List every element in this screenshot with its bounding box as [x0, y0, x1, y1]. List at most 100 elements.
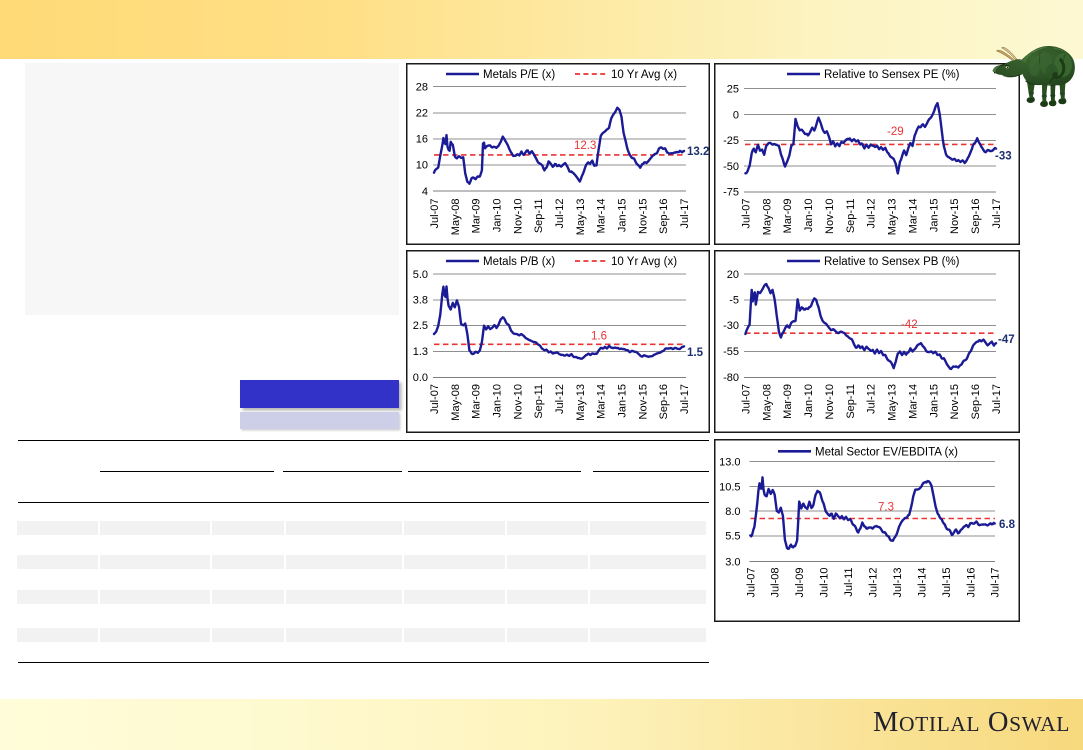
svg-text:28: 28	[416, 81, 428, 93]
svg-text:Jul-09: Jul-09	[794, 568, 806, 598]
svg-text:6.8: 6.8	[999, 519, 1016, 531]
svg-text:1.5: 1.5	[687, 347, 704, 359]
svg-text:May-13: May-13	[887, 199, 899, 236]
svg-text:Jul-12: Jul-12	[554, 199, 566, 229]
svg-text:-29: -29	[887, 126, 904, 138]
svg-text:5.0: 5.0	[413, 269, 428, 281]
svg-text:Sep-16: Sep-16	[970, 199, 982, 234]
svg-text:Sep-11: Sep-11	[845, 384, 857, 419]
svg-text:Jul-17: Jul-17	[991, 199, 1003, 229]
svg-text:Jul-07: Jul-07	[745, 568, 757, 598]
svg-text:10 Yr Avg (x): 10 Yr Avg (x)	[611, 69, 677, 81]
svg-text:Nov-10: Nov-10	[512, 384, 524, 419]
svg-text:Nov-10: Nov-10	[824, 199, 836, 234]
svg-text:Jul-17: Jul-17	[679, 384, 691, 414]
svg-text:22: 22	[416, 108, 428, 120]
svg-text:Mar-14: Mar-14	[596, 199, 608, 234]
svg-text:Sep-11: Sep-11	[533, 384, 545, 419]
svg-text:-50: -50	[723, 161, 739, 173]
svg-text:May-13: May-13	[575, 199, 587, 236]
svg-text:Jul-08: Jul-08	[770, 568, 782, 598]
svg-text:25: 25	[727, 84, 739, 96]
svg-text:Metals P/E (x): Metals P/E (x)	[483, 69, 555, 81]
svg-text:-5: -5	[729, 295, 739, 307]
svg-text:Mar-09: Mar-09	[471, 199, 483, 234]
svg-text:Nov-15: Nov-15	[949, 199, 961, 234]
svg-text:Metal Sector EV/EBDITA (x): Metal Sector EV/EBDITA (x)	[815, 446, 958, 458]
svg-text:5.5: 5.5	[725, 531, 740, 543]
svg-text:Jul-10: Jul-10	[819, 568, 831, 598]
svg-text:May-08: May-08	[761, 384, 773, 421]
svg-text:1.6: 1.6	[591, 331, 607, 343]
svg-text:Jan-15: Jan-15	[617, 384, 629, 418]
svg-text:Jul-12: Jul-12	[554, 384, 566, 414]
svg-text:1.3: 1.3	[413, 346, 428, 358]
svg-text:Jan-10: Jan-10	[803, 384, 815, 418]
svg-text:3.8: 3.8	[413, 295, 428, 307]
svg-text:Jul-13: Jul-13	[892, 568, 904, 598]
svg-text:Jul-07: Jul-07	[740, 199, 752, 229]
svg-text:Mar-09: Mar-09	[782, 199, 794, 234]
svg-text:May-08: May-08	[761, 199, 773, 236]
svg-text:10: 10	[416, 160, 428, 172]
svg-text:7.3: 7.3	[878, 502, 894, 514]
svg-text:16: 16	[416, 134, 428, 146]
svg-text:Nov-15: Nov-15	[949, 384, 961, 419]
svg-text:-75: -75	[723, 187, 739, 199]
svg-text:Jan-10: Jan-10	[492, 199, 504, 233]
svg-text:May-13: May-13	[887, 384, 899, 421]
svg-text:10 Yr Avg (x): 10 Yr Avg (x)	[611, 256, 677, 268]
svg-text:-55: -55	[723, 346, 739, 358]
svg-text:Mar-09: Mar-09	[782, 384, 794, 419]
svg-text:3.0: 3.0	[725, 556, 740, 568]
svg-text:Jul-07: Jul-07	[740, 384, 752, 414]
svg-text:Jul-12: Jul-12	[866, 199, 878, 229]
svg-text:Jul-07: Jul-07	[429, 384, 441, 414]
svg-text:Jul-14: Jul-14	[916, 568, 928, 598]
svg-text:Mar-14: Mar-14	[596, 384, 608, 419]
svg-text:Jul-11: Jul-11	[843, 568, 855, 597]
svg-text:0.0: 0.0	[413, 372, 428, 384]
svg-text:Mar-09: Mar-09	[471, 384, 483, 419]
svg-text:Sep-16: Sep-16	[658, 384, 670, 419]
svg-text:Relative to Sensex PE (%): Relative to Sensex PE (%)	[824, 69, 960, 81]
svg-text:Metals P/B (x): Metals P/B (x)	[483, 256, 555, 268]
svg-text:Jul-12: Jul-12	[868, 568, 880, 598]
svg-text:Jan-15: Jan-15	[617, 199, 629, 233]
svg-text:20: 20	[727, 269, 739, 281]
svg-text:Jul-17: Jul-17	[679, 199, 691, 229]
svg-text:Jan-15: Jan-15	[928, 384, 940, 418]
svg-text:May-08: May-08	[450, 199, 462, 236]
svg-text:Nov-15: Nov-15	[637, 199, 649, 234]
svg-text:Jan-15: Jan-15	[928, 199, 940, 233]
svg-text:-25: -25	[723, 135, 739, 147]
svg-text:Jul-07: Jul-07	[429, 199, 441, 229]
svg-text:Sep-11: Sep-11	[533, 199, 545, 234]
svg-text:-42: -42	[901, 319, 918, 331]
svg-text:May-08: May-08	[450, 384, 462, 421]
svg-text:Mar-14: Mar-14	[908, 384, 920, 419]
svg-text:Jul-17: Jul-17	[991, 384, 1003, 414]
svg-text:2.5: 2.5	[413, 320, 428, 332]
svg-text:10.5: 10.5	[719, 481, 740, 493]
svg-text:Mar-14: Mar-14	[908, 199, 920, 234]
svg-text:Jul-16: Jul-16	[965, 568, 977, 598]
svg-text:-80: -80	[723, 372, 739, 384]
svg-text:Jul-12: Jul-12	[866, 384, 878, 414]
svg-text:Jan-10: Jan-10	[803, 199, 815, 233]
svg-text:-33: -33	[995, 151, 1012, 163]
svg-text:Nov-15: Nov-15	[637, 384, 649, 419]
svg-text:Nov-10: Nov-10	[824, 384, 836, 419]
svg-text:13.0: 13.0	[719, 456, 740, 468]
svg-text:Jul-15: Jul-15	[941, 568, 953, 598]
svg-text:8.0: 8.0	[725, 506, 740, 518]
svg-text:-30: -30	[723, 320, 739, 332]
svg-text:0: 0	[733, 109, 739, 121]
svg-text:Sep-16: Sep-16	[658, 199, 670, 234]
svg-text:Relative to Sensex PB (%): Relative to Sensex PB (%)	[824, 256, 960, 268]
svg-text:Nov-10: Nov-10	[512, 199, 524, 234]
svg-text:-47: -47	[998, 334, 1015, 346]
svg-text:13.2: 13.2	[687, 146, 709, 158]
svg-text:May-13: May-13	[575, 384, 587, 421]
svg-text:Jan-10: Jan-10	[492, 384, 504, 418]
